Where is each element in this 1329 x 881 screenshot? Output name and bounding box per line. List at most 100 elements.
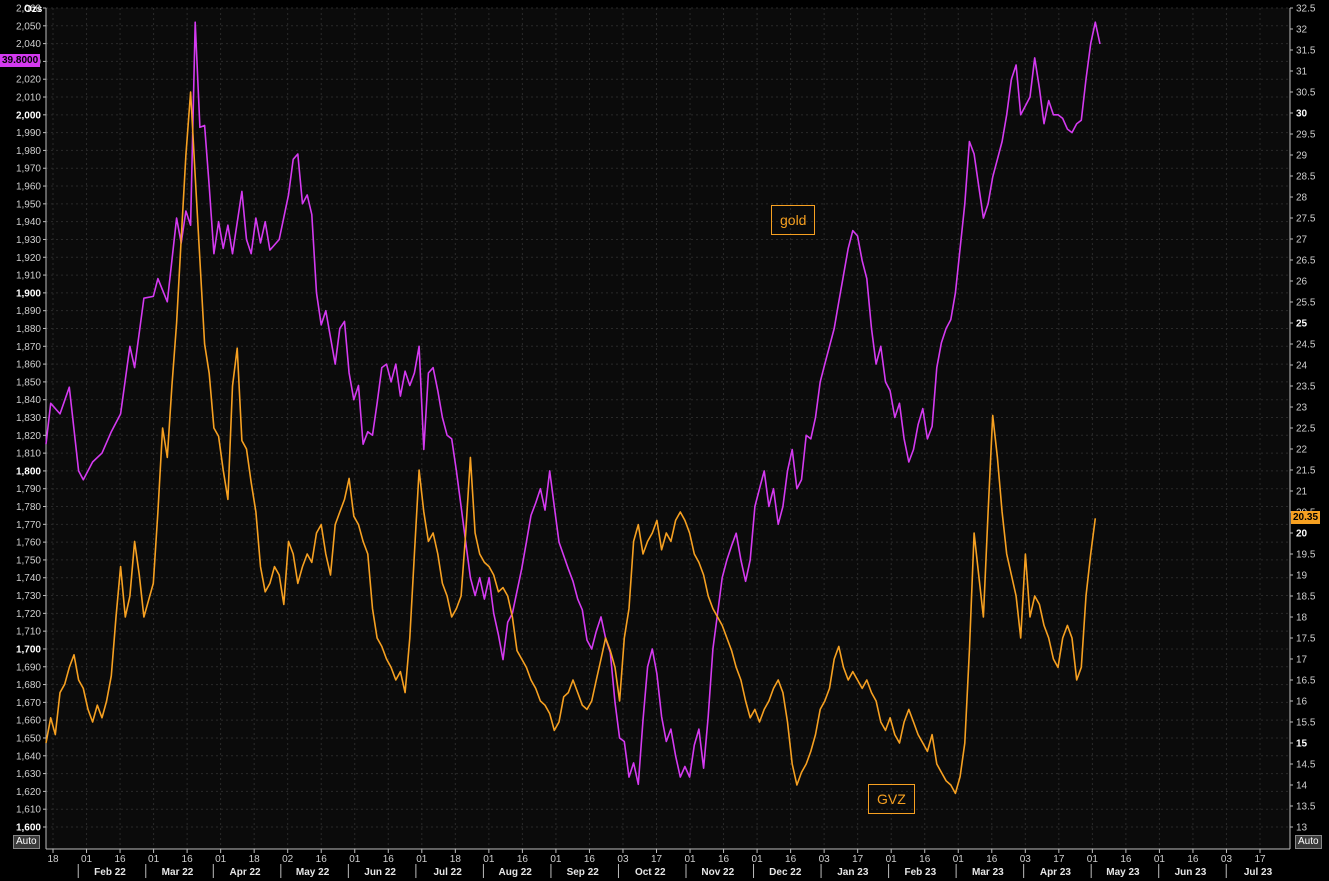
left-tick-label: 1,700 <box>16 644 41 655</box>
x-tick-label: 16 <box>114 854 126 865</box>
right-tick-label: 24 <box>1296 361 1308 372</box>
month-label: Sep 22 <box>567 867 600 878</box>
x-tick-label: 03 <box>1020 854 1032 865</box>
x-tick-label: 16 <box>785 854 797 865</box>
right-tick-label: 18 <box>1296 613 1308 624</box>
x-tick-label: 18 <box>450 854 462 865</box>
x-tick-label: 03 <box>1221 854 1233 865</box>
x-tick-label: 16 <box>316 854 328 865</box>
right-tick-label: 29.5 <box>1296 130 1316 141</box>
left-tick-label: 1,890 <box>16 306 41 317</box>
left-tick-label: 1,620 <box>16 787 41 798</box>
month-label: Feb 23 <box>905 867 937 878</box>
gvz-series-line <box>45 91 1097 795</box>
left-tick-label: 1,710 <box>16 627 41 638</box>
left-tick-label: 1,810 <box>16 449 41 460</box>
left-tick-label: 1,880 <box>16 324 41 335</box>
left-tick-label: 1,970 <box>16 164 41 175</box>
right-tick-label: 31 <box>1296 67 1308 78</box>
right-tick-label: 18.5 <box>1296 592 1316 603</box>
month-label: Apr 23 <box>1040 867 1072 878</box>
left-tick-label: 2,050 <box>16 21 41 32</box>
x-tick-label: 17 <box>852 854 864 865</box>
right-tick-label: 22.5 <box>1296 424 1316 435</box>
left-tick-label: 1,660 <box>16 716 41 727</box>
right-tick-label: 17.5 <box>1296 634 1316 645</box>
right-tick-label: 14 <box>1296 781 1308 792</box>
right-tick-label: 19.5 <box>1296 550 1316 561</box>
right-tick-label: 28 <box>1296 193 1308 204</box>
left-tick-label: 1,840 <box>16 395 41 406</box>
left-tick-label: 1,990 <box>16 128 41 139</box>
left-auto-scale-button[interactable]: Auto <box>13 835 40 849</box>
right-tick-label: 27 <box>1296 235 1308 246</box>
right-tick-label: 32.5 <box>1296 4 1316 15</box>
month-label: Jun 23 <box>1175 867 1207 878</box>
x-tick-label: 16 <box>383 854 395 865</box>
x-tick-label: 17 <box>1053 854 1065 865</box>
left-tick-label: 1,930 <box>16 235 41 246</box>
month-label: Jul 22 <box>433 867 462 878</box>
x-tick-label: 16 <box>1120 854 1132 865</box>
right-tick-label: 24.5 <box>1296 340 1316 351</box>
left-tick-label: 1,800 <box>16 466 41 477</box>
left-tick-label: 1,630 <box>16 769 41 780</box>
gvz-last-value-badge: 20.35 <box>1291 511 1321 524</box>
x-tick-label: 16 <box>1187 854 1199 865</box>
right-tick-label: 15 <box>1296 739 1308 750</box>
x-tick-label: 17 <box>1254 854 1266 865</box>
left-tick-label: 1,900 <box>16 288 41 299</box>
x-tick-label: 01 <box>1154 854 1166 865</box>
left-tick-label: 1,980 <box>16 146 41 157</box>
series-layer <box>45 21 1101 795</box>
left-tick-label: 1,720 <box>16 609 41 620</box>
x-tick-label: 16 <box>986 854 998 865</box>
x-tick-label: 16 <box>517 854 529 865</box>
month-label: Feb 22 <box>94 867 126 878</box>
month-label: Jul 23 <box>1244 867 1273 878</box>
plot-area <box>46 8 1290 849</box>
left-tick-label: 2,000 <box>16 110 41 121</box>
left-tick-label: 1,780 <box>16 502 41 513</box>
left-tick-label: 1,690 <box>16 662 41 673</box>
right-tick-label: 32 <box>1296 25 1308 36</box>
x-tick-label: 01 <box>148 854 160 865</box>
right-tick-label: 17 <box>1296 655 1308 666</box>
x-tick-label: 01 <box>886 854 898 865</box>
right-tick-label: 13 <box>1296 823 1308 834</box>
left-tick-label: 1,960 <box>16 182 41 193</box>
legend-gold[interactable]: gold <box>771 205 816 235</box>
left-tick-label: 1,740 <box>16 573 41 584</box>
left-tick-label: 1,640 <box>16 751 41 762</box>
right-tick-label: 31.5 <box>1296 46 1316 57</box>
month-label: Mar 23 <box>972 867 1004 878</box>
left-tick-label: 1,790 <box>16 484 41 495</box>
month-label: Oct 22 <box>635 867 666 878</box>
month-label: Nov 22 <box>701 867 734 878</box>
right-tick-label: 23.5 <box>1296 382 1316 393</box>
right-tick-label: 29 <box>1296 151 1308 162</box>
right-tick-label: 22 <box>1296 445 1308 456</box>
right-auto-scale-button[interactable]: Auto <box>1295 835 1322 849</box>
x-tick-label: 17 <box>651 854 663 865</box>
left-tick-label: 2,040 <box>16 39 41 50</box>
x-tick-label: 18 <box>47 854 59 865</box>
month-label: Apr 22 <box>229 867 261 878</box>
month-label: Aug 22 <box>499 867 533 878</box>
right-tick-label: 14.5 <box>1296 760 1316 771</box>
month-label: Mar 22 <box>162 867 194 878</box>
left-tick-label: 1,650 <box>16 733 41 744</box>
left-tick-label: 1,950 <box>16 199 41 210</box>
right-tick-label: 30.5 <box>1296 88 1316 99</box>
x-tick-label: 01 <box>953 854 965 865</box>
left-tick-label: 1,860 <box>16 360 41 371</box>
legend-gvz[interactable]: GVZ <box>868 784 915 814</box>
gridlines <box>46 7 1290 849</box>
x-tick-label: 01 <box>483 854 495 865</box>
month-label: Jan 23 <box>837 867 869 878</box>
left-tick-label: 1,730 <box>16 591 41 602</box>
x-tick-label: 01 <box>215 854 227 865</box>
x-tick-label: 16 <box>182 854 194 865</box>
gold-series-line <box>45 21 1101 786</box>
left-tick-label: 2,010 <box>16 93 41 104</box>
